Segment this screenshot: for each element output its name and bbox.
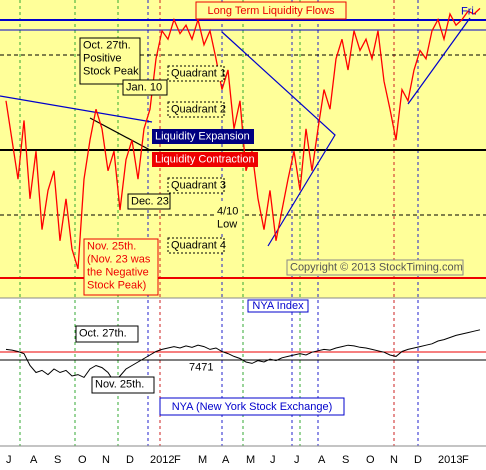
annotation-box <box>122 79 168 96</box>
annotation-box <box>167 101 225 118</box>
annotation-text: Copyright © 2013 StockTiming.com <box>290 261 463 273</box>
x-tick-label: A <box>318 454 326 466</box>
annotation-box <box>167 65 225 82</box>
x-tick-label: S <box>54 454 61 466</box>
annotation-text: Liquidity Expansion <box>155 130 250 142</box>
annotation-box <box>152 129 254 144</box>
annotation-text: Quadrant 2 <box>171 103 226 115</box>
x-tick-label: O <box>78 454 87 466</box>
subtitle-box <box>247 299 309 313</box>
annotation-text: Fri. <box>461 5 477 17</box>
x-tick-label: 2013 <box>438 454 462 466</box>
x-tick-label: M <box>198 454 207 466</box>
x-tick-label: D <box>414 454 422 466</box>
x-tick-label: J <box>294 454 300 466</box>
x-tick-label: S <box>342 454 349 466</box>
chart-title: Long Term Liquidity Flows <box>208 5 335 17</box>
annotation-text: Quadrant 4 <box>171 239 226 251</box>
annotation-text: Liquidity Contraction <box>155 153 255 165</box>
annotation-box <box>79 37 141 85</box>
annotation-text: 7471 <box>189 361 213 373</box>
x-tick-label: A <box>222 454 230 466</box>
annotation-text: Oct. 27th. <box>83 39 131 51</box>
annotation-text: Oct. 27th. <box>79 327 127 339</box>
x-tick-label: F <box>462 454 469 466</box>
x-tick-label: N <box>390 454 398 466</box>
x-tick-label: D <box>126 454 134 466</box>
annotation-text: Dec. 23 <box>131 195 169 207</box>
annotation-text: Quadrant 1 <box>171 67 226 79</box>
x-tick-label: J <box>270 454 276 466</box>
annotation-text: Positive <box>83 52 122 64</box>
annotation-box <box>214 204 242 232</box>
annotation-text: the Negative <box>87 266 149 278</box>
annotation-box <box>286 259 464 276</box>
panel-title: NYA Index <box>252 300 304 312</box>
annotation-box <box>75 325 139 343</box>
x-tick-label: O <box>366 454 375 466</box>
panel-subtitle: NYA (New York Stock Exchange) <box>172 401 333 413</box>
annotation-box <box>91 376 155 394</box>
annotation-text: Stock Peak) <box>87 279 146 291</box>
annotation-box <box>127 193 171 210</box>
series-line <box>5 329 481 383</box>
annotation-text: 4/10 <box>217 205 238 217</box>
annotation-box <box>83 238 159 296</box>
x-tick-label: A <box>30 454 38 466</box>
title-box <box>195 1 347 20</box>
annotation-text: Nov. 25th. <box>87 240 136 252</box>
annotation-box <box>152 152 258 167</box>
x-tick-label: F <box>174 454 181 466</box>
annotation-text: Nov. 25th. <box>95 378 144 390</box>
reference-lines <box>0 19 486 447</box>
annotation-text: Stock Peak <box>83 65 139 77</box>
annotation-box <box>167 237 225 254</box>
subtitle-box <box>159 397 345 416</box>
x-tick-label: N <box>102 454 110 466</box>
annotation-text: Quadrant 3 <box>171 179 226 191</box>
x-tick-label: J <box>6 454 12 466</box>
x-tick-label: M <box>246 454 255 466</box>
annotation-text: Low <box>217 218 237 230</box>
x-tick-label: 2012 <box>150 454 174 466</box>
annotation-text: Jan. 10 <box>126 81 162 93</box>
annotation-text: (Nov. 23 was <box>87 253 151 265</box>
annotation-box <box>167 177 225 194</box>
